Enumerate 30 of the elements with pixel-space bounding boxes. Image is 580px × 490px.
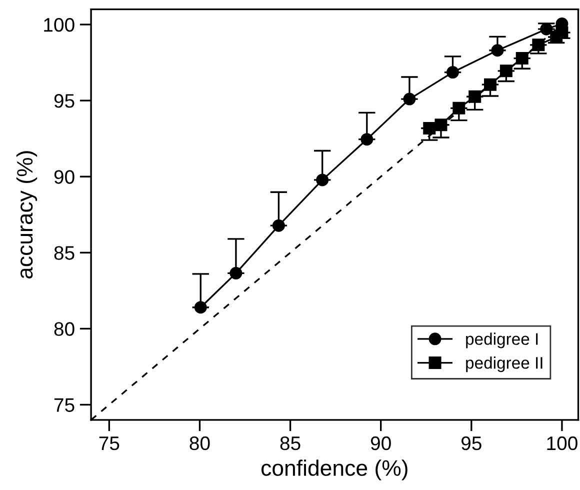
x-tick-label: 75 — [99, 436, 120, 450]
y-tick-label: 85 — [54, 246, 74, 260]
point — [484, 78, 496, 91]
point — [194, 301, 207, 314]
point — [540, 22, 553, 36]
point — [556, 26, 568, 39]
point — [230, 266, 242, 280]
y-axis-title: accuracy (%) — [16, 151, 38, 278]
legend-label: pedigree I — [466, 332, 538, 348]
point — [316, 174, 329, 186]
point — [516, 52, 528, 65]
x-tick-label: 95 — [462, 436, 482, 450]
point — [423, 122, 436, 134]
legend-label: pedigree II — [466, 356, 542, 372]
point — [434, 118, 448, 132]
x-tick-label: 100 — [547, 436, 578, 450]
y-tick-label: 90 — [54, 170, 74, 184]
y-tick-label: 100 — [44, 18, 74, 32]
point — [272, 219, 285, 232]
x-tick-label: 85 — [280, 436, 300, 450]
y-tick-label: 95 — [54, 94, 74, 108]
point — [360, 133, 374, 146]
y-tick-label: 75 — [54, 398, 74, 412]
x-axis-title: confidence (%) — [262, 460, 408, 480]
point — [446, 66, 459, 79]
x-tick-label: 80 — [190, 436, 210, 450]
point — [491, 44, 504, 57]
y-tick-label: 80 — [54, 322, 74, 336]
point — [403, 92, 416, 106]
x-tick-label: 90 — [370, 436, 391, 450]
